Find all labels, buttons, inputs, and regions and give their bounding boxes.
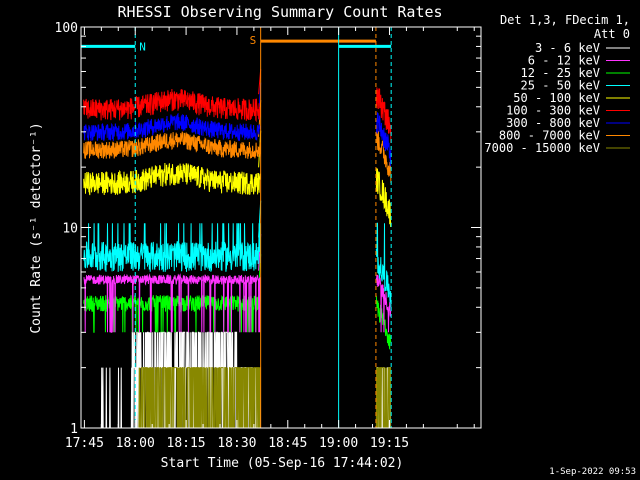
legend-label: 50 - 100 keV [513,91,600,105]
x-tick-label: 19:00 [319,436,358,451]
legend-header-line-2: Att 0 [594,27,630,41]
series-trace [375,367,392,429]
night-annotation: N [139,40,146,53]
series-trace [83,131,261,159]
series-trace [83,273,261,333]
x-tick-label: 19:15 [370,436,409,451]
series-trace [375,129,392,184]
legend-label: 25 - 50 keV [521,79,600,93]
chart-title: RHESSI Observing Summary Count Rates [117,3,442,21]
y-tick-label: 10 [62,222,78,237]
legend-label: 6 - 12 keV [528,54,600,68]
series-trace [375,274,392,333]
x-tick-label: 17:45 [65,436,104,451]
legend-header-line-1: Det 1,3, FDecim 1, [500,13,630,27]
series-trace [375,87,392,144]
y-tick-label: 100 [55,21,78,36]
y-axis-label: Count Rate (s⁻¹ detector⁻¹) [29,122,44,333]
series-trace [83,112,261,141]
legend-label: 3 - 6 keV [535,41,600,55]
legend-label: 7000 - 15000 keV [484,141,600,155]
tick-layer: 17:45 18:00 18:15 18:30 18:45 19:00 19:15 1 10 10… [55,21,481,451]
series-trace [83,223,261,272]
legend-label: 12 - 25 keV [521,66,600,80]
footer-date: 1-Sep-2022 09:53 [549,467,636,477]
saa-annotation: S [250,34,257,47]
series-trace [83,162,261,196]
series-trace [375,168,392,228]
x-tick-label: 18:45 [268,436,307,451]
y-tick-label: 1 [70,422,78,437]
x-tick-label: 18:00 [116,436,155,451]
legend-label: 300 - 800 keV [506,116,600,130]
series-trace [375,112,392,167]
series-trace [83,88,261,123]
legend-label: 100 - 300 keV [506,104,600,118]
x-tick-label: 18:30 [217,436,256,451]
x-tick-label: 18:15 [167,436,206,451]
legend-label: 800 - 7000 keV [499,129,600,143]
x-axis-label: Start Time (05-Sep-16 17:44:02) [161,456,404,471]
series-trace [375,222,392,308]
